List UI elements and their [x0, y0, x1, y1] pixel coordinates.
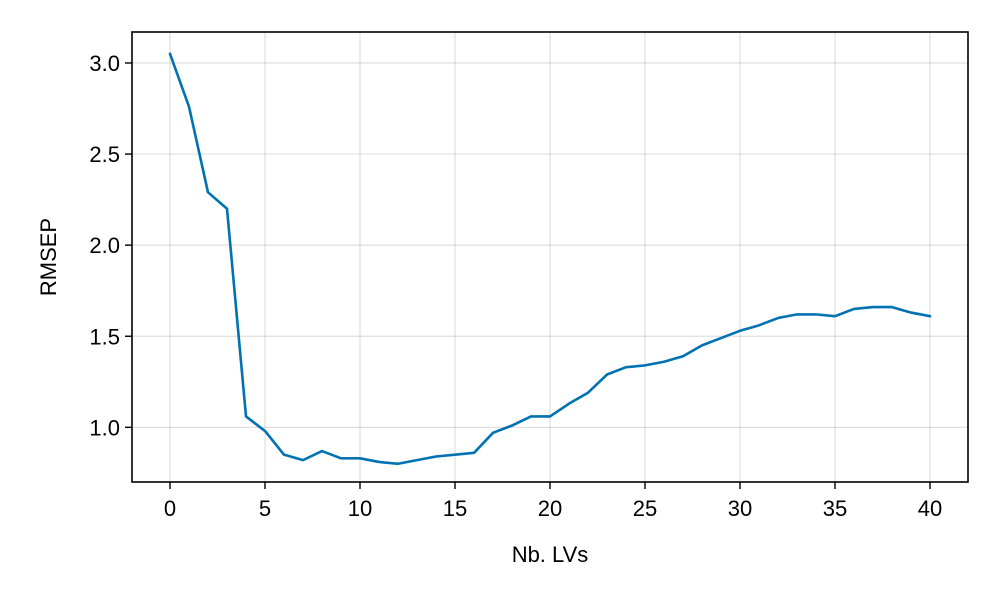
- grid: [132, 32, 968, 482]
- y-tick-label: 2.5: [89, 142, 120, 167]
- x-tick-label: 20: [538, 496, 562, 521]
- y-tick-label: 1.0: [89, 415, 120, 440]
- x-tick-label: 25: [633, 496, 657, 521]
- x-axis: 0 5 10 15 20 25 30 35 40: [164, 482, 942, 521]
- x-tick-label: 40: [918, 496, 942, 521]
- series-layer: [168, 52, 932, 466]
- y-tick-label: 1.5: [89, 324, 120, 349]
- y-tick-label: 3.0: [89, 51, 120, 76]
- x-tick-label: 30: [728, 496, 752, 521]
- x-tick-label: 35: [823, 496, 847, 521]
- y-axis-label: RMSEP: [36, 218, 61, 296]
- x-tick-label: 15: [443, 496, 467, 521]
- x-tick-label: 10: [348, 496, 372, 521]
- x-tick-label: 0: [164, 496, 176, 521]
- y-tick-label: 2.0: [89, 233, 120, 258]
- y-axis: 1.0 1.5 2.0 2.5 3.0: [89, 51, 132, 440]
- x-tick-label: 5: [259, 496, 271, 521]
- x-axis-label: Nb. LVs: [512, 542, 589, 567]
